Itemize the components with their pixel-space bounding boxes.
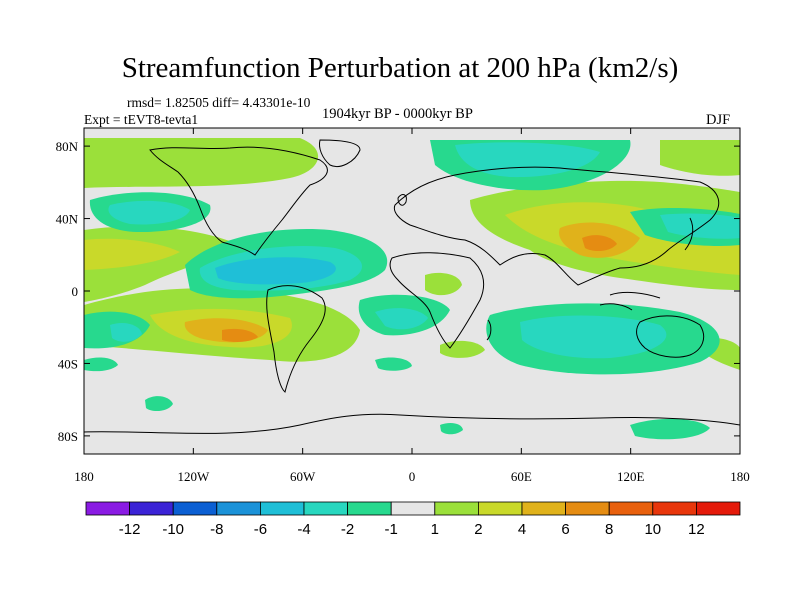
colorbar-swatch xyxy=(521,501,566,516)
colorbar-label: 10 xyxy=(644,521,661,538)
coast-british-isles xyxy=(397,194,407,206)
colorbar-swatch xyxy=(652,501,697,516)
contour-pos-1 xyxy=(660,140,740,176)
lat-tick-label: 80S xyxy=(58,429,78,444)
coast-antarctica xyxy=(84,413,740,434)
coast-australia xyxy=(636,315,705,358)
colorbar-swatch xyxy=(696,501,741,516)
colorbar-label: 6 xyxy=(561,521,569,538)
contour-neg-1 xyxy=(84,357,118,372)
colorbar-label: -10 xyxy=(162,521,184,538)
contour-neg-2 xyxy=(375,308,428,330)
colorbar-swatch xyxy=(216,501,261,516)
colorbar-swatch xyxy=(172,501,218,516)
lat-tick-label: 40S xyxy=(58,356,78,371)
contour-neg-2 xyxy=(110,323,142,342)
coast-japan xyxy=(684,217,694,251)
coast-madagascar xyxy=(486,319,492,341)
contour-neg-2 xyxy=(520,315,667,359)
longitude-axis: 180 120W 60W 0 60E 120E 180 xyxy=(74,128,750,484)
coast-europe-asia xyxy=(393,166,720,286)
contour-pos-4 xyxy=(222,328,258,342)
contour-pos-4 xyxy=(582,235,617,252)
coastlines xyxy=(84,139,740,434)
lat-tick-label: 80N xyxy=(56,139,79,154)
colorbar-label: -1 xyxy=(385,521,398,538)
colorbar-label: -8 xyxy=(210,521,223,538)
contour-neg-2 xyxy=(660,213,740,239)
coast-north-america xyxy=(149,146,328,256)
colorbar-label: 2 xyxy=(474,521,482,538)
lon-tick-label: 60E xyxy=(511,469,532,484)
colorbar-swatch xyxy=(434,501,479,516)
colorbar-swatch xyxy=(303,501,348,516)
colorbar-swatch xyxy=(390,501,436,516)
lon-tick-label: 180 xyxy=(730,469,750,484)
contour-neg-2 xyxy=(108,200,190,225)
lon-tick-label: 120W xyxy=(177,469,210,484)
colorbar-label: 8 xyxy=(605,521,613,538)
lon-tick-label: 0 xyxy=(409,469,416,484)
contour-neg-1 xyxy=(375,357,412,371)
contour-neg-1 xyxy=(145,396,173,412)
chart-title: Streamfunction Perturbation at 200 hPa (… xyxy=(121,52,679,84)
colorbar-swatch xyxy=(129,501,174,516)
contour-neg-1 xyxy=(630,418,710,440)
contour-neg-3 xyxy=(215,257,336,285)
colorbar-label: 4 xyxy=(518,521,526,538)
colorbar-swatch xyxy=(608,501,654,516)
lat-tick-label: 0 xyxy=(72,284,79,299)
colorbar-label: -12 xyxy=(119,521,141,538)
coast-greenland xyxy=(319,139,361,167)
colorbar-swatch xyxy=(477,501,523,516)
colorbar-swatch xyxy=(347,501,392,516)
streamfunction-field xyxy=(84,138,740,440)
contour-pos-1 xyxy=(425,272,462,296)
colorbar-swatch xyxy=(565,501,610,516)
latitude-axis: 80N 40N 0 40S 80S xyxy=(56,139,740,444)
contour-pos-1 xyxy=(440,340,485,358)
coast-africa xyxy=(389,252,485,349)
coast-indonesia xyxy=(599,291,661,311)
contour-pos-2 xyxy=(84,238,180,270)
period-label: 1904kyr BP - 0000kyr BP xyxy=(322,106,473,122)
colorbar-label: -2 xyxy=(341,521,354,538)
colorbar-label: 12 xyxy=(688,521,705,538)
lon-tick-label: 120E xyxy=(617,469,645,484)
contour-pos-1 xyxy=(84,138,319,188)
colorbar-label: 1 xyxy=(431,521,439,538)
colorbar-swatch xyxy=(259,501,305,516)
colorbar: -12 -10 -8 -6 -4 -2 -1 1 2 4 6 8 10 12 xyxy=(85,501,741,538)
contour-neg-1 xyxy=(440,422,463,435)
experiment-label: Expt = tEVT8-tevta1 xyxy=(84,112,199,127)
lon-tick-label: 180 xyxy=(74,469,94,484)
colorbar-label: -4 xyxy=(297,521,310,538)
lat-tick-label: 40N xyxy=(56,212,79,227)
season-label: DJF xyxy=(706,112,731,128)
colorbar-label: -6 xyxy=(254,521,267,538)
colorbar-swatch xyxy=(85,501,130,516)
lon-tick-label: 60W xyxy=(290,469,316,484)
coast-south-america xyxy=(266,285,326,393)
stats-text: rmsd= 1.82505 diff= 4.43301e-10 xyxy=(127,95,311,110)
